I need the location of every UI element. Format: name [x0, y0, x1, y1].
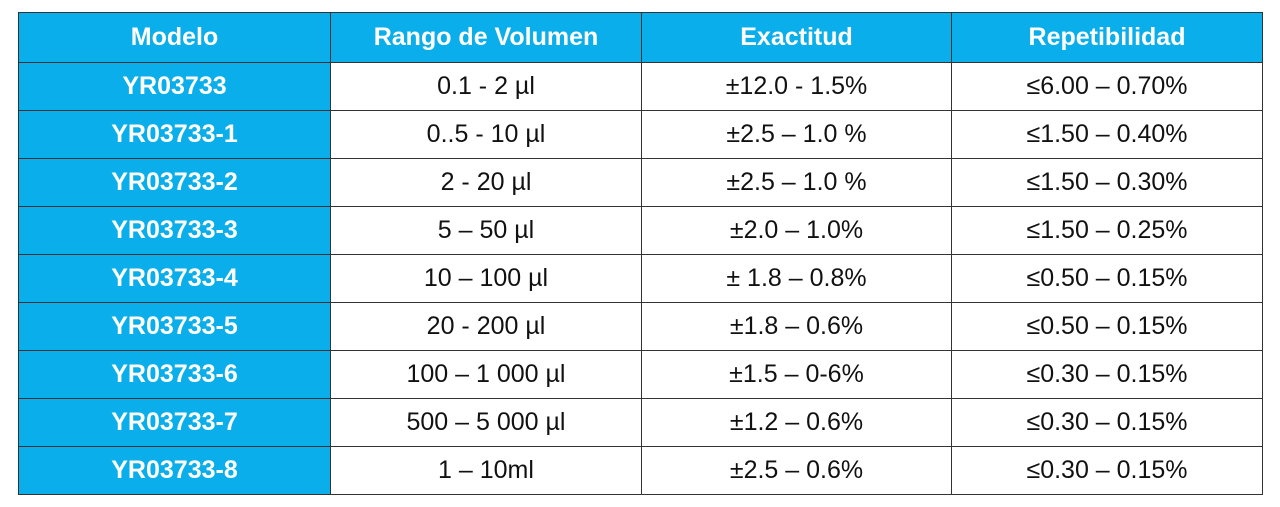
value-cell: ±12.0 - 1.5% [641, 62, 952, 111]
value-cell: 2 - 20 µl [330, 158, 642, 207]
value-cell: 10 – 100 µl [330, 254, 642, 303]
header-cell: Exactitud [641, 12, 952, 63]
value-cell: ±2.5 – 1.0 % [641, 110, 952, 159]
table-row: YR03733-5 20 - 200 µl ±1.8 – 0.6% ≤0.50 – 0… [18, 302, 1263, 351]
value-cell: 0.1 - 2 µl [330, 62, 642, 111]
value-cell: ≤0.30 – 0.15% [951, 350, 1263, 399]
value-cell: ≤0.50 – 0.15% [951, 302, 1263, 351]
table-header: Modelo Rango de Volumen Exactitud Repetibil… [18, 12, 1263, 63]
value-cell: 20 - 200 µl [330, 302, 642, 351]
model-cell: YR03733-7 [18, 398, 331, 447]
model-cell: YR03733-2 [18, 158, 331, 207]
model-cell: YR03733 [18, 62, 331, 111]
value-cell: ±1.8 – 0.6% [641, 302, 952, 351]
value-cell: ≤0.30 – 0.15% [951, 398, 1263, 447]
spec-table: Modelo Rango de Volumen Exactitud Repetibil… [18, 12, 1263, 495]
value-cell: ± 1.8 – 0.8% [641, 254, 952, 303]
value-cell: 0..5 - 10 µl [330, 110, 642, 159]
value-cell: 1 – 10ml [330, 446, 642, 495]
table-row: YR03733-6 100 – 1 000 µl ±1.5 – 0-6% ≤0.30 … [18, 350, 1263, 399]
value-cell: ±1.2 – 0.6% [641, 398, 952, 447]
value-cell: 100 – 1 000 µl [330, 350, 642, 399]
value-cell: ±2.5 – 1.0 % [641, 158, 952, 207]
model-cell: YR03733-8 [18, 446, 331, 495]
value-cell: ≤0.50 – 0.15% [951, 254, 1263, 303]
table-body: YR03733 0.1 - 2 µl ±12.0 - 1.5% ≤6.00 – 0.7… [18, 62, 1263, 495]
header-row: Modelo Rango de Volumen Exactitud Repetibil… [18, 12, 1263, 63]
table-row: YR03733-8 1 – 10ml ±2.5 – 0.6% ≤0.30 – 0.15… [18, 446, 1263, 495]
header-cell: Modelo [18, 12, 331, 63]
value-cell: ±1.5 – 0-6% [641, 350, 952, 399]
value-cell: ≤0.30 – 0.15% [951, 446, 1263, 495]
value-cell: 500 – 5 000 µl [330, 398, 642, 447]
model-cell: YR03733-4 [18, 254, 331, 303]
model-cell: YR03733-3 [18, 206, 331, 255]
value-cell: ±2.5 – 0.6% [641, 446, 952, 495]
value-cell: ≤6.00 – 0.70% [951, 62, 1263, 111]
table-row: YR03733-3 5 – 50 µl ±2.0 – 1.0% ≤1.50 – 0.2… [18, 206, 1263, 255]
header-cell: Repetibilidad [951, 12, 1263, 63]
value-cell: ≤1.50 – 0.25% [951, 206, 1263, 255]
header-cell: Rango de Volumen [330, 12, 642, 63]
table-row: YR03733-1 0..5 - 10 µl ±2.5 – 1.0 % ≤1.50 –… [18, 110, 1263, 159]
table-row: YR03733-2 2 - 20 µl ±2.5 – 1.0 % ≤1.50 – 0.… [18, 158, 1263, 207]
model-cell: YR03733-6 [18, 350, 331, 399]
model-cell: YR03733-1 [18, 110, 331, 159]
value-cell: ±2.0 – 1.0% [641, 206, 952, 255]
value-cell: ≤1.50 – 0.40% [951, 110, 1263, 159]
model-cell: YR03733-5 [18, 302, 331, 351]
value-cell: 5 – 50 µl [330, 206, 642, 255]
table-row: YR03733-4 10 – 100 µl ± 1.8 – 0.8% ≤0.50 – … [18, 254, 1263, 303]
table-row: YR03733 0.1 - 2 µl ±12.0 - 1.5% ≤6.00 – 0.7… [18, 62, 1263, 111]
value-cell: ≤1.50 – 0.30% [951, 158, 1263, 207]
table-row: YR03733-7 500 – 5 000 µl ±1.2 – 0.6% ≤0.30 … [18, 398, 1263, 447]
